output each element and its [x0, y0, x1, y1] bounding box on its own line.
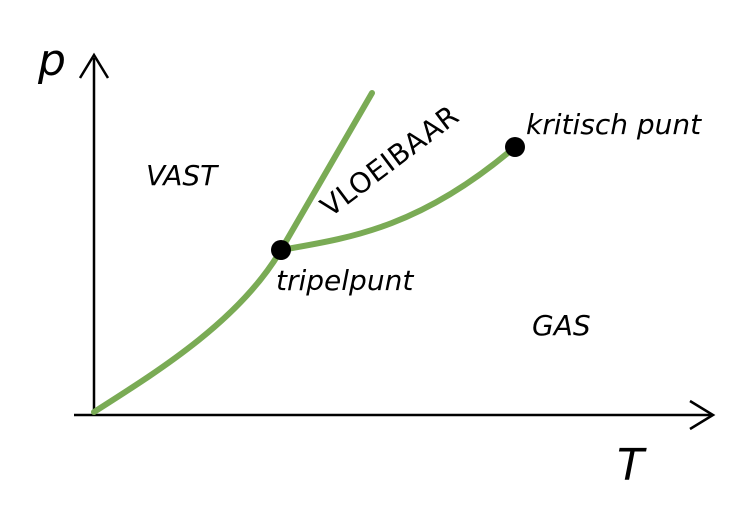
x-axis-arrow [689, 399, 716, 431]
y-axis-arrow [78, 52, 110, 79]
sublimation-curve [91, 247, 284, 415]
triple-point-label: tripelpunt [276, 264, 414, 297]
critical-point-label: kritisch punt [526, 108, 702, 141]
region-liquid-label: VLOEIBAAR [314, 99, 465, 224]
y-axis-label: p [37, 35, 66, 86]
melting-curve [278, 90, 375, 253]
x-axis-label: T [617, 440, 647, 491]
region-gas-label: GAS [532, 309, 591, 342]
triple-point-marker [271, 240, 291, 260]
critical-point-marker [505, 137, 525, 157]
region-solid-label: VAST [146, 159, 219, 192]
vaporization-curve [278, 144, 518, 253]
